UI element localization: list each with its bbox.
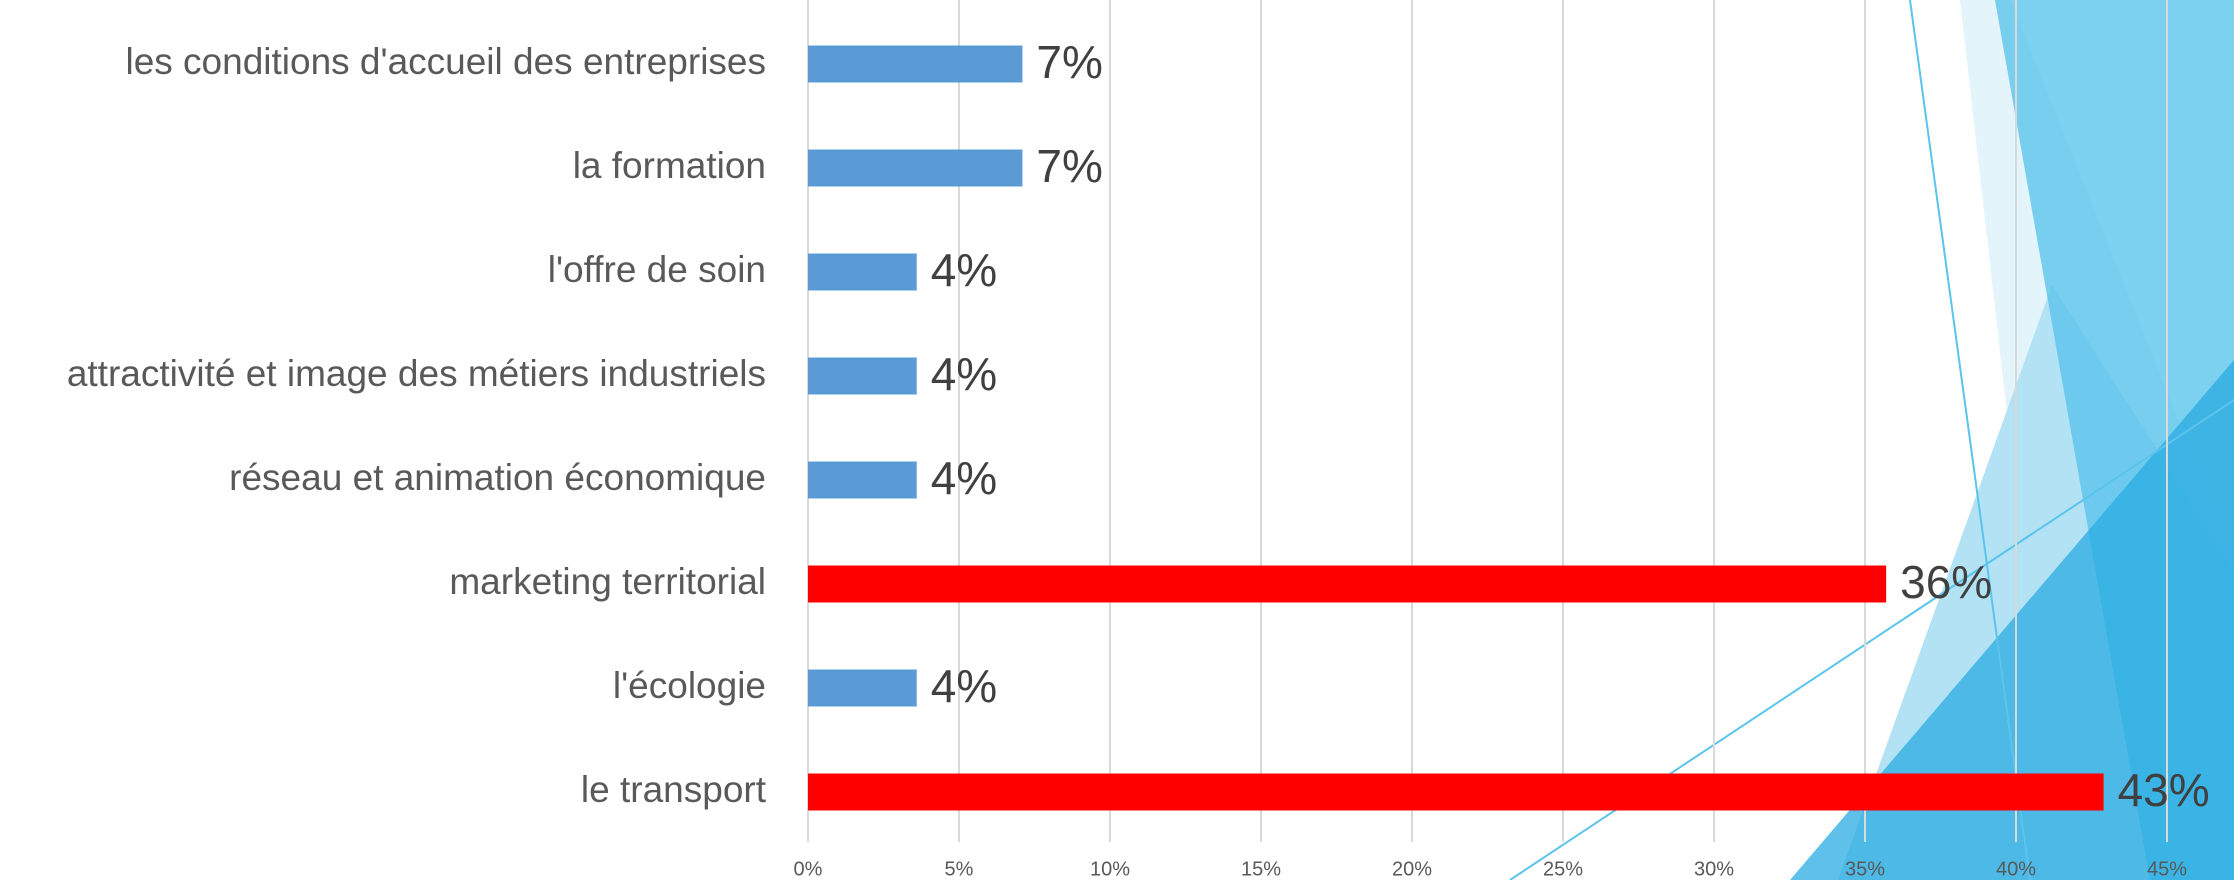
- x-tick-label: 20%: [1392, 858, 1432, 880]
- bar: [808, 149, 1023, 187]
- category-label: marketing territorial: [449, 561, 766, 602]
- bar: [808, 565, 1887, 603]
- x-tick-label: 35%: [1845, 858, 1885, 880]
- x-tick-label: 40%: [1996, 858, 2036, 880]
- x-tick-label: 25%: [1543, 858, 1583, 880]
- value-label: 7%: [1036, 36, 1102, 88]
- category-label: l'offre de soin: [548, 249, 766, 290]
- bar: [808, 773, 2104, 811]
- x-tick-label: 5%: [945, 858, 974, 880]
- category-label: l'écologie: [613, 665, 766, 706]
- x-tick-label: 10%: [1090, 858, 1130, 880]
- x-tick-label: 15%: [1241, 858, 1281, 880]
- background-decoration: [1509, 0, 2234, 880]
- bar: [808, 461, 917, 499]
- value-label: 4%: [931, 660, 997, 712]
- value-label: 7%: [1036, 140, 1102, 192]
- bar: [808, 669, 917, 707]
- category-label: le transport: [581, 769, 767, 810]
- x-tick-label: 45%: [2147, 858, 2187, 880]
- value-label: 4%: [931, 452, 997, 504]
- value-label: 4%: [931, 244, 997, 296]
- value-label: 43%: [2118, 764, 2210, 816]
- value-label: 36%: [1900, 556, 1992, 608]
- category-label: la formation: [573, 145, 766, 186]
- plot-area: 0% 5% 10% 15% 20% 25% 30% 35% 40% 45% les conditio…: [67, 0, 2210, 880]
- x-tick-label: 0%: [794, 858, 823, 880]
- category-label: réseau et animation économique: [229, 457, 766, 498]
- x-tick-label: 30%: [1694, 858, 1734, 880]
- value-label: 4%: [931, 348, 997, 400]
- bar: [808, 253, 917, 291]
- bar: [808, 357, 917, 395]
- category-label: les conditions d'accueil des entreprises: [125, 41, 766, 82]
- bar: [808, 45, 1023, 83]
- category-label: attractivité et image des métiers indust…: [67, 353, 766, 394]
